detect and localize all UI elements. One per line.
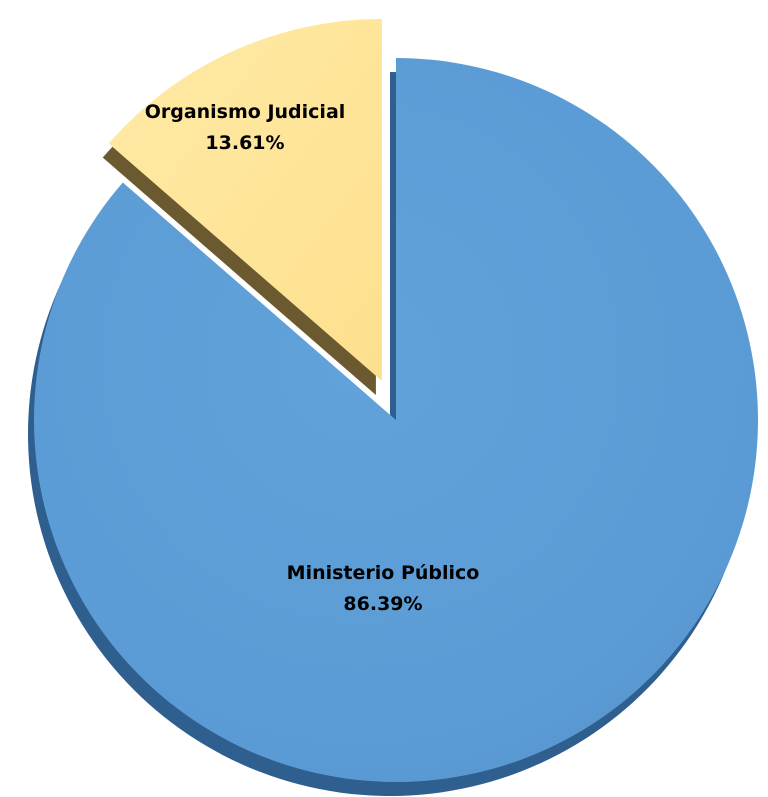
data-label-ministerio-publico-value: 86.39% xyxy=(343,593,422,615)
slice-organismo-judicial xyxy=(102,19,382,396)
data-label-organismo-judicial-name: Organismo Judicial xyxy=(145,101,346,123)
slice-ministerio-publico-face xyxy=(34,58,759,782)
slice-ministerio-publico xyxy=(28,58,759,796)
data-label-organismo-judicial-value: 13.61% xyxy=(205,132,284,154)
data-label-ministerio-publico-name: Ministerio Público xyxy=(287,562,480,584)
slice-organismo-judicial-face xyxy=(108,19,382,382)
